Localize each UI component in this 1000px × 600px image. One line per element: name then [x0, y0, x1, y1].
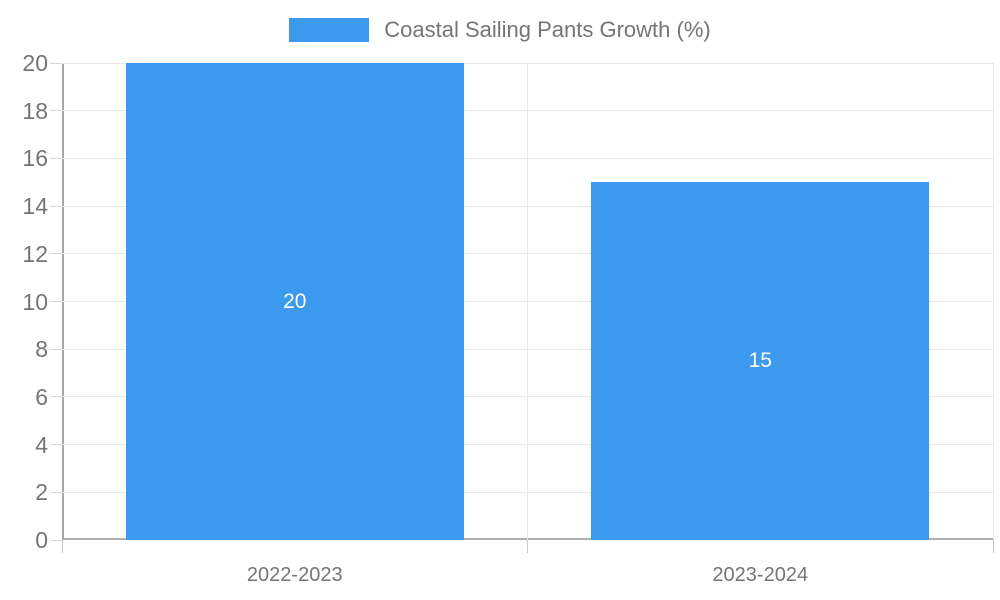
y-axis-tick-label: 10	[22, 288, 48, 315]
y-axis-tick	[50, 205, 62, 207]
legend-swatch	[289, 18, 370, 42]
category-boundary-gridline	[527, 63, 528, 540]
y-axis-tick	[50, 348, 62, 350]
y-axis-tick-label: 18	[22, 97, 48, 124]
y-axis-tick	[50, 301, 62, 302]
legend-label: Coastal Sailing Pants Growth (%)	[384, 17, 711, 42]
y-axis-tick	[50, 396, 62, 398]
x-axis-tick	[992, 540, 994, 553]
y-axis-tick	[50, 253, 62, 255]
chart-legend[interactable]: Coastal Sailing Pants Growth (%)	[0, 18, 1000, 42]
x-axis-category-label: 2022-2023	[246, 564, 343, 586]
x-axis-category-label: 2023-2024	[712, 564, 809, 586]
y-axis-tick	[50, 491, 62, 493]
y-axis-tick-label: 0	[35, 527, 48, 553]
x-axis-tick	[527, 540, 528, 553]
y-axis-tick	[50, 539, 62, 541]
bar-2023-2024[interactable]	[591, 182, 930, 540]
y-axis-tick-label: 8	[35, 336, 48, 363]
y-axis-tick	[50, 110, 62, 112]
y-axis-tick-label: 16	[22, 145, 48, 172]
y-axis-tick-label: 20	[22, 50, 48, 76]
y-axis-tick	[50, 157, 62, 159]
y-axis-tick	[50, 444, 62, 446]
y-axis-tick	[50, 62, 62, 64]
bar-2022-2023[interactable]	[125, 63, 464, 540]
y-axis-tick-label: 2	[35, 479, 48, 506]
x-axis-tick	[61, 540, 63, 553]
y-axis-tick-label: 4	[35, 431, 48, 458]
y-axis-tick-label: 6	[35, 383, 48, 410]
y-axis-tick-label: 14	[22, 193, 48, 220]
category-boundary-gridline	[992, 63, 994, 540]
y-axis-tick-label: 12	[22, 240, 48, 267]
